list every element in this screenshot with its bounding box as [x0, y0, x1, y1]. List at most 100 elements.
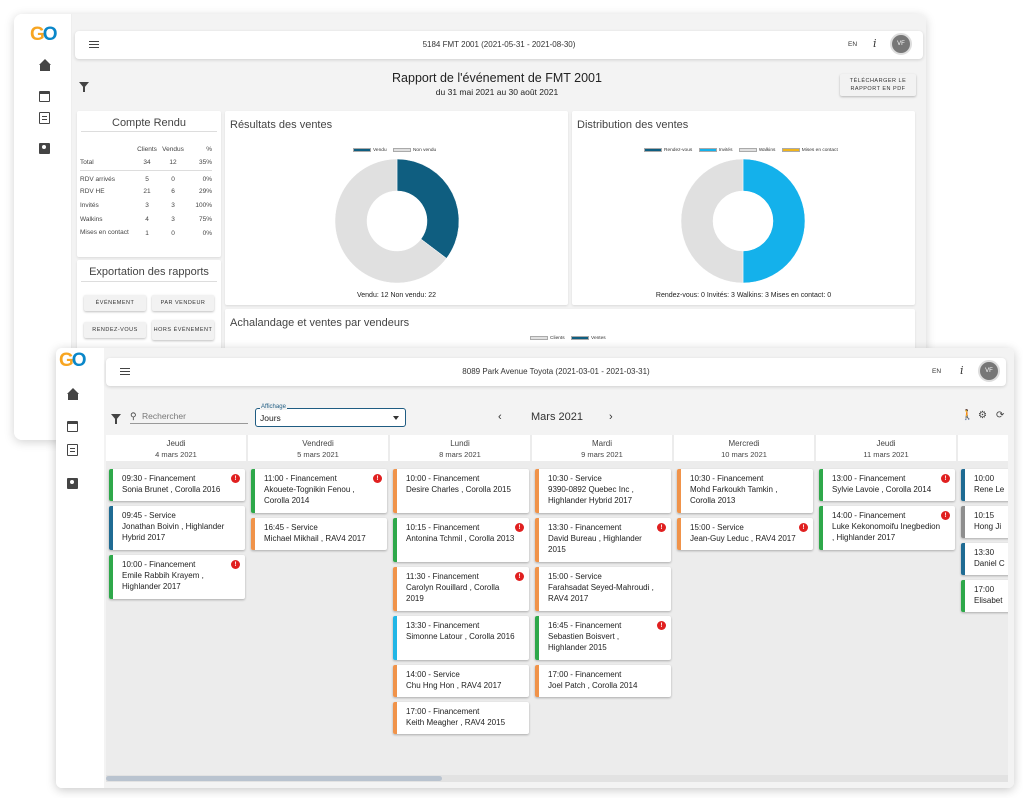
info-icon[interactable]: i: [873, 37, 877, 50]
export-event-button[interactable]: Événement: [84, 295, 146, 311]
export-title: Exportation des rapports: [89, 266, 209, 278]
download-pdf-button[interactable]: Télécharger le rapport en PDF: [840, 74, 916, 96]
appointment-card[interactable]: 10:30 - Financement Mohd Farkoukh Tamkin …: [677, 469, 813, 513]
appointment-card[interactable]: 11:00 - Financement Akouete-Tognikin Feno…: [251, 469, 387, 513]
appointment-card[interactable]: 13:30 - Financement David Bureau , Highla…: [535, 518, 671, 562]
export-off-event-button[interactable]: Hors événement: [152, 320, 214, 340]
alert-icon: !: [941, 511, 950, 520]
appointment-time: 16:45: [548, 621, 569, 630]
appointment-type-indicator: [109, 506, 113, 550]
appointment-type: Financement: [859, 511, 906, 520]
donut-slice: [334, 158, 447, 284]
appointment-type-indicator: [393, 518, 397, 562]
legend-invites: Invités: [718, 148, 733, 154]
day-name: Lundi: [450, 439, 470, 448]
prev-month-button[interactable]: ‹: [498, 411, 502, 423]
donut-slice: [742, 158, 806, 284]
appointment-type-indicator: [535, 518, 539, 562]
day-date: 10 mars 2021: [721, 450, 767, 459]
avatar[interactable]: VF: [978, 360, 1000, 382]
appointment-card[interactable]: 14:00 - Service Chu Hng Hon , RAV4 2017: [393, 665, 529, 697]
appointment-type: Financement: [433, 523, 480, 532]
appointment-type: Service: [149, 511, 176, 520]
walking-person-icon[interactable]: 🚶: [961, 410, 974, 421]
appointment-type-indicator: [109, 555, 113, 599]
home-icon[interactable]: [38, 59, 52, 73]
search-input[interactable]: ⚲ Rechercher: [130, 410, 248, 424]
row-clients: 34: [143, 159, 151, 167]
appointment-card[interactable]: 10:30 - Service 9390-0892 Quebec Inc , Hi…: [535, 469, 671, 513]
col-vendus: Vendus: [162, 145, 184, 153]
sales-results-legend: Vendu Non vendu: [353, 148, 441, 153]
appointment-card[interactable]: 10:15 - Financement Antonina Tchmil , Cor…: [393, 518, 529, 562]
appointment-card[interactable]: 15:00 - Service Farahsadat Seyed-Mahroudi…: [535, 567, 671, 611]
contact-card-icon[interactable]: [39, 143, 50, 154]
appointment-card[interactable]: 17:00 - Financement Keith Meagher , RAV4 …: [393, 702, 529, 734]
appointment-card[interactable]: 10:00 - Financement Desire Charles , Coro…: [393, 469, 529, 513]
appointment-card[interactable]: 10:15 Hong Ji: [961, 506, 1008, 538]
appointment-card[interactable]: 13:00 - Financement Sylvie Lavoie , Corol…: [819, 469, 955, 501]
sales-distribution-summary: Rendez-vous: 0 Invités: 3 Walkins: 3 Mis…: [655, 292, 832, 299]
sales-distribution-card: Distribution des ventes Rendez-vous Invi…: [572, 111, 915, 305]
row-clients: 5: [145, 175, 149, 183]
row-clients: 3: [145, 201, 149, 209]
contact-card-icon[interactable]: [67, 478, 78, 489]
alert-icon: !: [515, 572, 524, 581]
export-appointments-button[interactable]: Rendez-vous: [84, 322, 146, 338]
filter-icon[interactable]: [79, 82, 89, 92]
horizontal-scrollbar[interactable]: [106, 775, 1008, 782]
alert-icon: !: [231, 560, 240, 569]
appointment-time: 17:00: [406, 707, 427, 716]
appointment-type: Service: [291, 523, 318, 532]
appointment-card[interactable]: 10:00 - Financement Emile Rabbih Krayem ,…: [109, 555, 245, 599]
home-icon[interactable]: [66, 388, 80, 402]
appointment-customer: Farahsadat Seyed-Mahroudi , RAV4 2017: [548, 583, 654, 603]
list-icon[interactable]: [39, 112, 50, 124]
menu-icon[interactable]: [120, 368, 130, 375]
appointment-card[interactable]: 17:00 Elisabet: [961, 580, 1008, 612]
next-month-button[interactable]: ›: [609, 411, 613, 423]
appointment-card[interactable]: 11:30 - Financement Carolyn Rouillard , C…: [393, 567, 529, 611]
list-icon[interactable]: [67, 444, 78, 456]
appointment-card[interactable]: 09:30 - Financement Sonia Brunet , Coroll…: [109, 469, 245, 501]
calendar-icon[interactable]: [67, 421, 78, 432]
calendar-icon[interactable]: [39, 91, 50, 102]
appointment-time: 14:00: [832, 511, 853, 520]
appointment-card[interactable]: 14:00 - Financement Luke Kekonomoifu Ineg…: [819, 506, 955, 550]
display-value: Jours: [260, 413, 281, 423]
export-by-seller-button[interactable]: Par vendeur: [152, 295, 214, 311]
appointment-card[interactable]: 17:00 - Financement Joel Patch , Corolla …: [535, 665, 671, 697]
sales-results-card: Résultats des ventes Vendu Non vendu Ven…: [225, 111, 568, 305]
menu-icon[interactable]: [89, 41, 99, 48]
display-select[interactable]: Affichage Jours: [255, 404, 406, 427]
appointment-card[interactable]: 13:30 - Financement Simonne Latour , Coro…: [393, 616, 529, 660]
info-icon[interactable]: i: [960, 364, 964, 377]
appointment-card[interactable]: 13:30 Daniel C: [961, 543, 1008, 575]
refresh-icon[interactable]: ⟳: [996, 410, 1005, 421]
language-toggle[interactable]: EN: [932, 368, 942, 375]
sales-distribution-legend: Rendez-vous Invités Walkins Mises en con…: [644, 148, 843, 153]
appointment-card[interactable]: 10:00 Rene Le: [961, 469, 1008, 501]
scrollbar-thumb[interactable]: [106, 776, 442, 781]
donut-slice: [680, 158, 744, 284]
appointment-customer: Jonathan Boivin , Highlander Hybrid 2017: [122, 522, 225, 542]
filter-icon[interactable]: [111, 414, 121, 424]
day-date: 9 mars 2021: [581, 450, 623, 459]
appointment-type: Financement: [149, 474, 196, 483]
appointment-card[interactable]: 16:45 - Service Michael Mikhail , RAV4 20…: [251, 518, 387, 550]
report-subtitle: du 31 mai 2021 au 30 août 2021: [435, 87, 559, 97]
legend-non-vendu: Non vendu: [412, 148, 437, 154]
language-toggle[interactable]: EN: [848, 41, 858, 48]
appointment-card[interactable]: 15:00 - Service Jean-Guy Leduc , RAV4 201…: [677, 518, 813, 550]
chevron-down-icon: [393, 416, 399, 420]
day-column-header: Lundi 8 mars 2021: [390, 435, 530, 461]
appointment-type-indicator: [677, 518, 681, 550]
user-settings-icon[interactable]: ⚙: [978, 410, 987, 421]
summary-table: Clients Vendus % Total 34 12 35% RDV arr…: [80, 142, 212, 240]
appointment-card[interactable]: 16:45 - Financement Sebastien Boisvert , …: [535, 616, 671, 660]
appointment-customer: Hong Ji: [974, 522, 1002, 531]
appointment-card[interactable]: 09:45 - Service Jonathan Boivin , Highlan…: [109, 506, 245, 550]
legend-vendu: Vendu: [373, 148, 387, 154]
alert-icon: !: [657, 621, 666, 630]
avatar[interactable]: VF: [890, 33, 912, 55]
